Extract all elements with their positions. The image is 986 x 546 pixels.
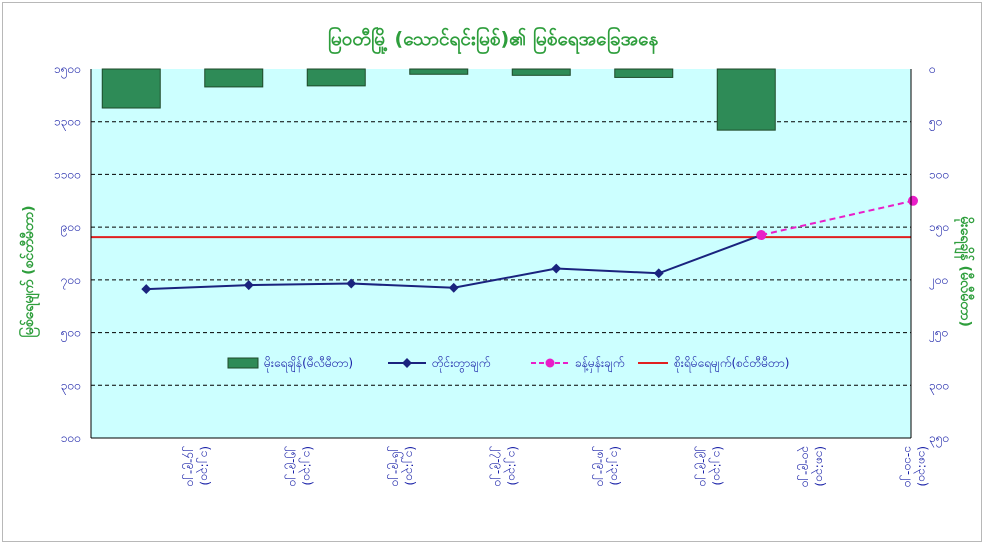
observed-point — [448, 282, 459, 293]
legend-label: ခန့်မှန်းချက် — [575, 355, 624, 373]
x-tick-time: (၁၂:၃၀) — [401, 446, 418, 486]
rain-bars — [101, 68, 776, 131]
y-left-tick-label: ၁၃၀၀ — [54, 115, 81, 132]
y-right-tick-label: ၀ — [929, 62, 936, 76]
rain-bar — [511, 68, 571, 76]
forecast-line — [761, 199, 914, 237]
y-left-tick-label: ၃၀၀ — [61, 378, 81, 395]
y-right-tick-label: ၁၅၀ — [929, 220, 949, 237]
x-tick-date: ၂၉-၉-၂၀ — [694, 446, 711, 487]
x-tick-label: ၂၇-၉-၂၀ (၁၂:၃၀) — [489, 446, 520, 487]
observed-point — [243, 280, 254, 291]
y-left-tick-label: ၅၀၀ — [61, 326, 81, 343]
y-left-tick-label: ၁၀၀ — [61, 431, 81, 445]
x-tick-label: ၁-၁၀-၂၀ (၁၈:၃၀) — [899, 446, 930, 488]
observed-point — [551, 263, 562, 274]
y-right-tick-label: ၂၅၀ — [929, 326, 948, 343]
forecast-point — [756, 230, 767, 241]
observed-point — [653, 268, 664, 279]
rain-bar — [716, 68, 776, 131]
x-tick-time: (၁၂:၃၀) — [708, 446, 725, 486]
x-tick-time: (၁၂:၃၀) — [196, 446, 213, 486]
x-tick-date: ၂၄-၉-၂၀ — [182, 446, 199, 487]
x-tick-label: ၃၀-၉-၂၀ (၁၈:၃၀) — [797, 446, 828, 488]
legend-label: မိုးရေချိန်(မီလီမီတာ) — [264, 355, 353, 373]
legend-label: စိုးရိမ်ရေမျက်(စင်တီမီတာ) — [674, 355, 789, 373]
legend-label: တိုင်းတွာချက် — [432, 355, 490, 373]
x-tick-label: ၂၈-၉-၂၀ (၁၂:၃၀) — [592, 446, 623, 487]
chart-title: မြဝတီမြို့ (သောင်ရင်းမြစ်)၏ မြစ်ရေအခြေအန… — [328, 25, 659, 55]
chart-svg: မြဝတီမြို့ (သောင်ရင်းမြစ်)၏ မြစ်ရေအခြေအန… — [19, 25, 974, 488]
legend-marker — [402, 358, 412, 368]
x-tick-date: ၂၆-၉-၂၀ — [387, 446, 405, 487]
x-tick-date: ၂၇-၉-၂၀ — [489, 446, 506, 487]
y-axis-right-label: မိုးရေချိန် (မီလီမီတာ) — [954, 216, 974, 327]
rain-bar — [204, 68, 264, 88]
x-tick-time: (၁၈:၃၀) — [913, 446, 930, 487]
axes — [90, 69, 912, 439]
y-left-tick-label: ၉၀၀ — [61, 220, 81, 237]
y-right-tick-label: ၃၅၀ — [929, 431, 949, 448]
legend: မိုးရေချိန်(မီလီမီတာ) တိုင်းတွာချက် ခန့်မှ… — [227, 355, 789, 373]
y-left-tick-label: ၇၀၀ — [61, 273, 81, 290]
y-right-tick-label: ၁၀၀ — [929, 167, 949, 181]
rain-bar — [409, 68, 469, 75]
rain-bar — [306, 68, 366, 87]
x-tick-date: ၁-၁၀-၂၀ — [899, 446, 916, 488]
x-tick-time: (၁၂:၃၀) — [503, 446, 520, 486]
x-tick-label: ၂၉-၉-၂၀ (၁၂:၃၀) — [694, 446, 725, 487]
x-tick-time: (၁၂:၃၀) — [298, 446, 315, 486]
observed-point — [346, 278, 357, 289]
legend-swatch — [227, 357, 259, 369]
x-tick-label: ၂၅-၉-၂၀ (၁၂:၃၀) — [284, 446, 315, 487]
y-left-tick-label: ၁၁၀၀ — [54, 167, 81, 181]
legend-marker — [545, 358, 555, 368]
x-tick-label: ၂၆-၉-၂၀ (၁၂:၃၀) — [387, 446, 418, 487]
x-tick-time: (၁၈:၃၀) — [811, 446, 828, 487]
forecast-point — [908, 195, 918, 206]
y-right-tick-label: ၅၀ — [929, 115, 943, 132]
y-right-tick-label: ၂၀၀ — [929, 273, 948, 290]
y-right-tick-label: ၃၀၀ — [929, 378, 949, 395]
rain-bar — [614, 68, 674, 78]
plot-area — [91, 69, 911, 438]
y-axis-left-label: မြစ်ရေမျက် (စင်တီမီတာ) — [19, 205, 40, 337]
observed-point — [141, 284, 152, 295]
x-tick-date: ၂၈-၉-၂၀ — [592, 446, 609, 487]
rain-bar — [101, 68, 161, 109]
data-lines — [141, 195, 918, 295]
x-tick-date: ၃၀-၉-၂၀ — [797, 446, 814, 488]
x-tick-label: ၂၄-၉-၂၀ (၁၂:၃၀) — [182, 446, 213, 487]
y-left-tick-label: ၁၅၀၀ — [54, 62, 81, 79]
tick-labels: ၁၅၀၀၁၃၀၀၁၁၀၀၉၀၀၇၀၀၅၀၀၃၀၀၁၀၀၀၅၀၁၀၀၁၅၀၂၀၀၂… — [54, 62, 949, 488]
x-tick-time: (၁၂:၃၀) — [606, 446, 623, 486]
x-tick-date: ၂၅-၉-၂၀ — [284, 446, 301, 487]
